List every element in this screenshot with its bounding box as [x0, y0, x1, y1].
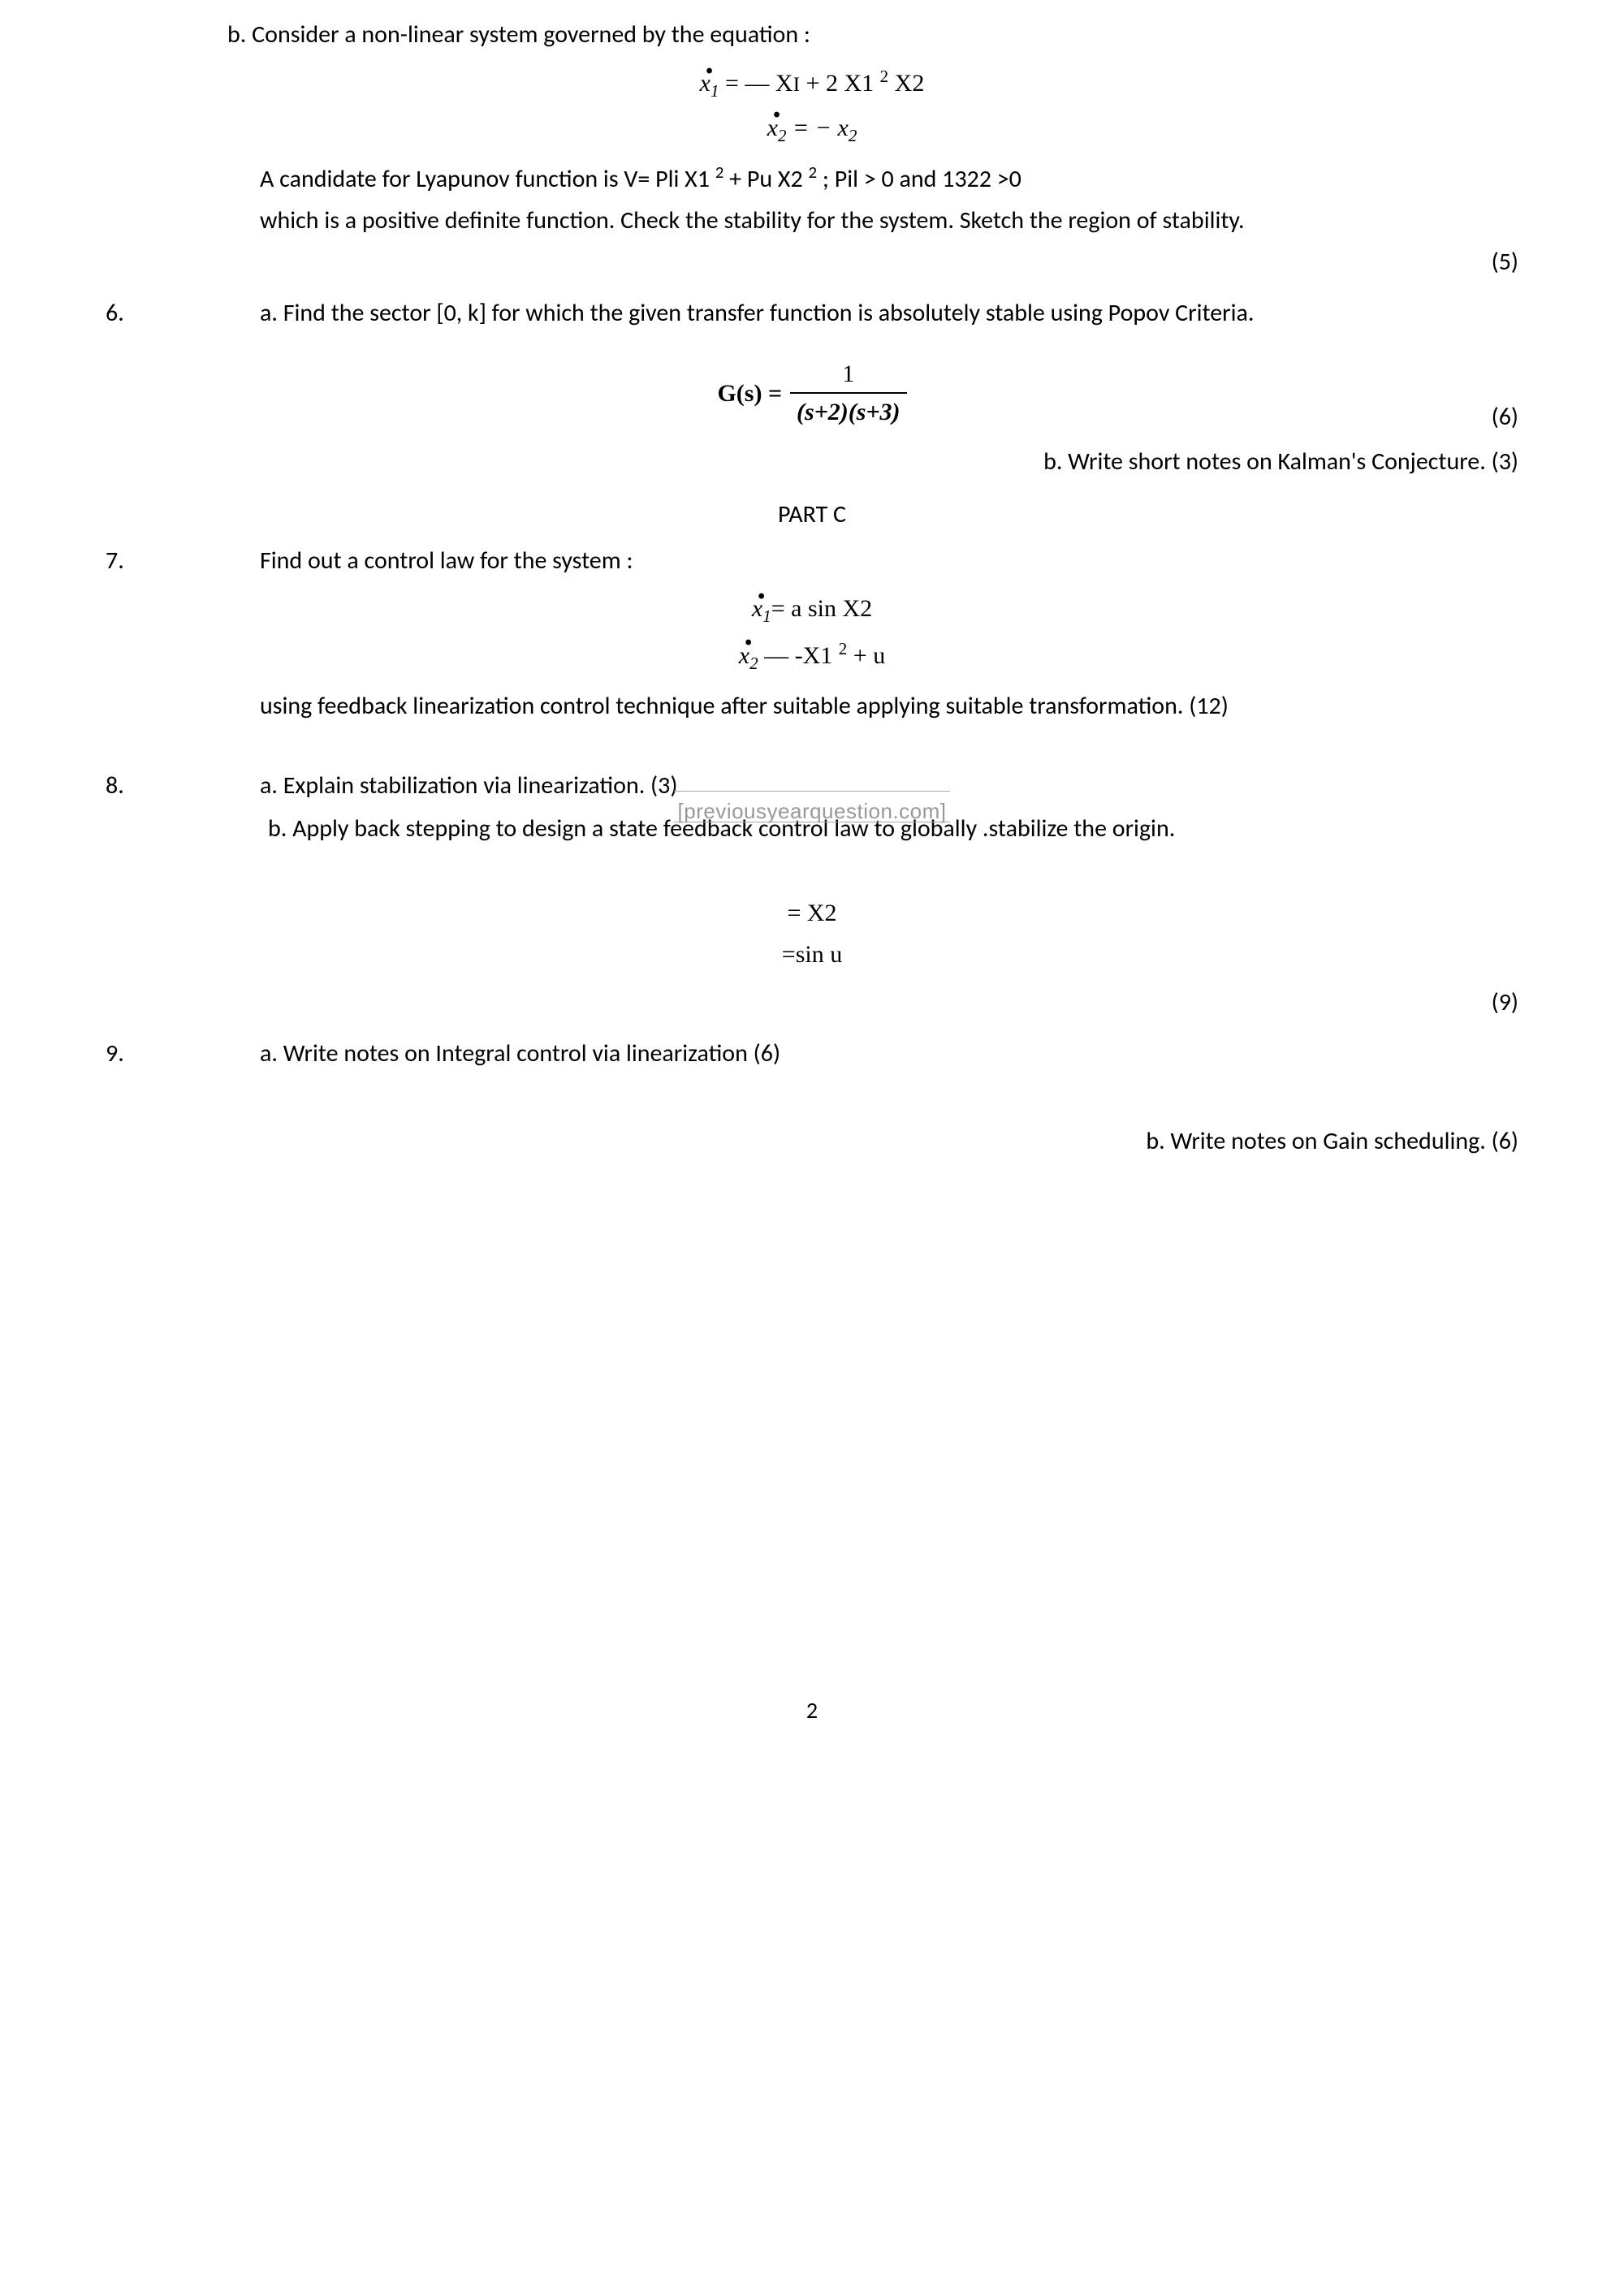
q6-num: 6.	[106, 295, 195, 331]
q7-intro: Find out a control law for the system :	[260, 542, 1518, 579]
q6-gs-bot: (s+2)(s+3)	[790, 394, 907, 430]
q9-num: 9.	[106, 1035, 195, 1072]
q8-eq1: = X2	[106, 895, 1518, 931]
q8-num: 8.	[106, 767, 195, 804]
q5b-intro: Consider a non-linear system governed by…	[252, 19, 810, 50]
q5b-body2: which is a positive definite function. C…	[260, 205, 1245, 235]
q5b-eq2: x2 = − x2	[106, 110, 1518, 149]
q6a-text: a. Find the sector [0, k] for which the …	[260, 295, 1518, 331]
watermark-line-top	[674, 791, 950, 792]
q7-eq2: x2 — -X1 2 + u	[106, 637, 1518, 677]
q5b-para1: A candidate for Lyapunov function is V= …	[260, 160, 1518, 197]
q6b-text: b. Write short notes on Kalman's Conject…	[106, 443, 1518, 480]
page-number: 2	[0, 1694, 1624, 1728]
q7-body-indent	[106, 688, 211, 724]
q8-eq2: =sin u	[106, 936, 1518, 973]
q6-gs-top: 1	[790, 356, 907, 394]
q5b-eq1: x1 = — XI + 2 X1 2 X2	[106, 64, 1518, 105]
q5b-marks: (5)	[106, 244, 1518, 280]
q5b-para2: which is a positive definite function. C…	[260, 202, 1518, 239]
q9-row: 9. a. Write notes on Integral control vi…	[106, 1035, 1518, 1072]
q9a-text: a. Write notes on Integral control via l…	[260, 1035, 1518, 1072]
q5b-row: b. Consider a non-linear system governed…	[106, 16, 1518, 53]
q5b-body: b. Consider a non-linear system governed…	[227, 16, 1518, 53]
partc-title: PART C	[106, 496, 1518, 533]
q6-gs-left: G(s) =	[717, 375, 782, 412]
q7-body: using feedback linearization control tec…	[260, 688, 1518, 724]
q7-row: 7. Find out a control law for the system…	[106, 542, 1518, 579]
watermark-text: [previousyearquestion.com]	[678, 796, 947, 827]
q5b-letter: b.	[227, 19, 246, 50]
q5b-indent	[106, 16, 227, 53]
q6-gseq: G(s) = 1 (s+2)(s+3) (6)	[106, 356, 1518, 430]
q6-gs-marks: (6)	[1492, 399, 1518, 435]
q7-eq1: x1= a sin X2	[106, 590, 1518, 630]
q5b-body1: A candidate for Lyapunov function is V= …	[260, 164, 1021, 194]
q7-body-row: using feedback linearization control tec…	[106, 688, 1518, 724]
q7-num: 7.	[106, 542, 195, 579]
q6-row: 6. a. Find the sector [0, k] for which t…	[106, 295, 1518, 331]
q9b-text: b. Write notes on Gain scheduling. (6)	[106, 1123, 1518, 1159]
q8-marks: (9)	[106, 984, 1518, 1021]
